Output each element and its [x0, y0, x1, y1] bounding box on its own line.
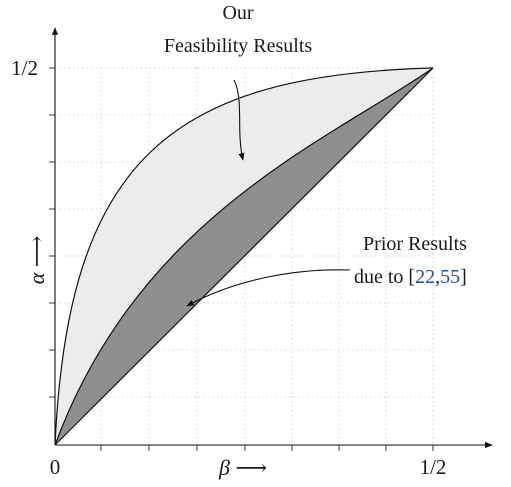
prior-results-arrow — [186, 269, 351, 307]
our-feasibility-boundary — [54, 67, 434, 446]
prior-results-label-line1: Prior Results — [363, 233, 467, 255]
x-tick-label-half: 1/2 — [420, 455, 447, 479]
y-axis-label: α ⟶ — [24, 236, 49, 285]
prior-results-prefix: due to [ — [354, 266, 415, 288]
x-tick-label-0: 0 — [50, 455, 61, 479]
citation-separator: , — [435, 266, 440, 288]
x-axis-label: β ⟶ — [218, 455, 267, 480]
prior-results-boundary — [54, 67, 434, 446]
our-results-arrow — [233, 79, 245, 161]
diagonal-line — [54, 67, 434, 446]
citation-22[interactable]: 22 — [415, 266, 435, 288]
our-feasibility-region — [55, 68, 433, 445]
x-axis-ticks — [100, 445, 434, 451]
y-axis-ticks — [49, 67, 55, 398]
y-tick-label-half: 1/2 — [11, 56, 38, 80]
citation-55[interactable]: 55 — [440, 266, 460, 288]
citation-suffix: ] — [460, 266, 467, 288]
prior-results-label-line2: due to [22,55] — [354, 266, 467, 288]
our-results-label-line2: Feasibility Results — [164, 35, 313, 57]
our-results-label-line1: Our — [222, 2, 253, 24]
